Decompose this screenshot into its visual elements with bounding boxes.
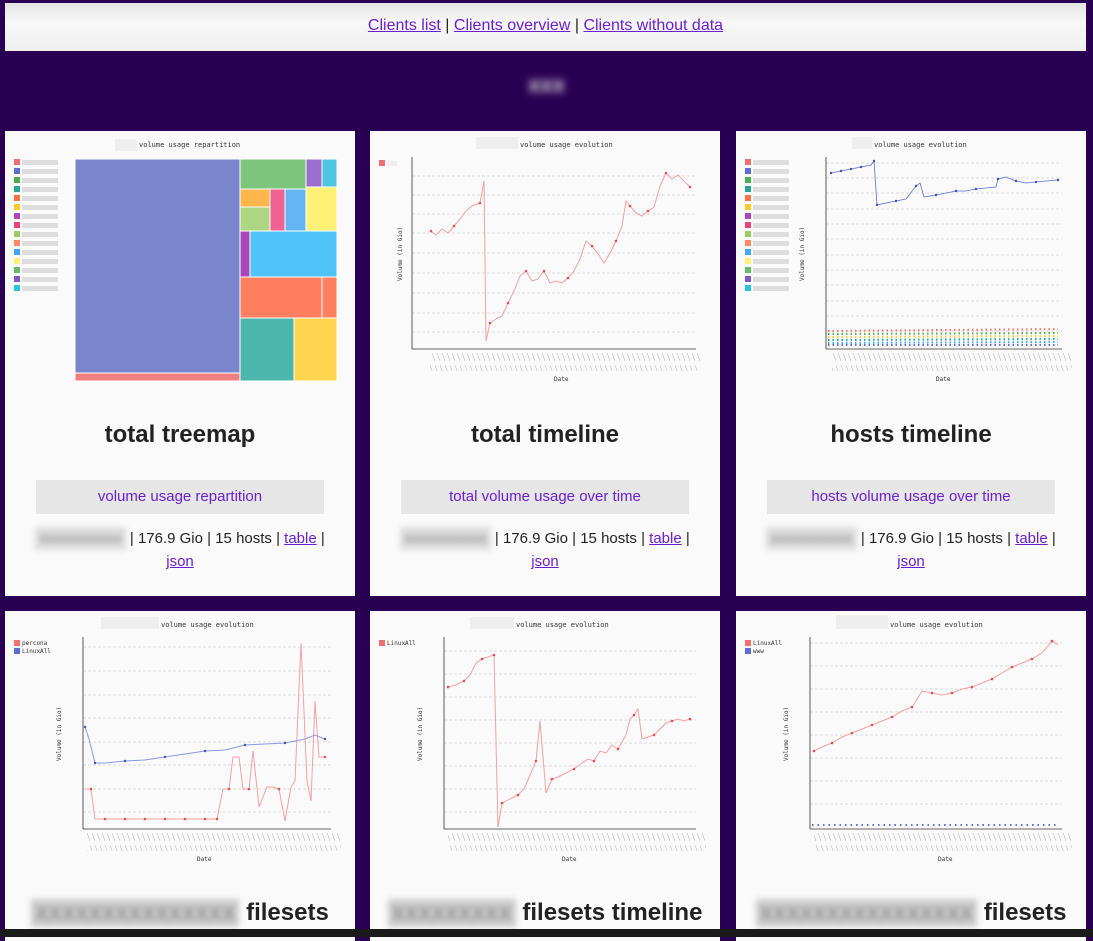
card-title: total treemap — [104, 421, 256, 448]
card-total-timeline: volume usage evolution Volume (in Gio) — [370, 131, 720, 596]
treemap-blocks — [74, 158, 338, 382]
y-axis-label: Volume (in Gio) — [417, 707, 424, 761]
top-navigation: Clients list | Clients overview | Client… — [5, 3, 1086, 51]
clients-overview-link[interactable]: Clients overview — [453, 17, 571, 34]
volume-value: 176.9 Gio — [868, 530, 934, 547]
card-filesets-timeline: volume usage evolution LinuxAll Volume (… — [370, 611, 720, 941]
blurred-client-id: xxxxxxxxxxx — [766, 527, 857, 550]
filesets-graph[interactable]: volume usage evolution percona LinuxAll — [5, 611, 355, 867]
legend-swatch — [379, 160, 385, 166]
y-axis-label: Volume (in Gio) — [799, 227, 806, 281]
graph-title: volume usage evolution — [516, 621, 609, 629]
volume-value: 176.9 Gio — [137, 530, 203, 547]
hosts-timeline-graph[interactable]: volume usage evolution — [736, 131, 1086, 387]
legend-label: percona — [22, 640, 48, 647]
x-axis-label: Date — [554, 376, 569, 383]
card-title-text: filesets — [246, 899, 329, 926]
nav-separator: | — [445, 17, 450, 34]
card-description[interactable]: volume usage repartition — [36, 480, 324, 514]
graph-title: volume usage evolution — [161, 621, 254, 629]
card-title-text: filesets timeline — [522, 899, 703, 926]
y-axis-label: Volume (in Gio) — [783, 707, 790, 761]
card-total-treemap: volume usage repartition — [5, 131, 355, 596]
card-title-text: filesets — [983, 899, 1067, 926]
blurred-client-id: xxxxxxxxxxxxxxx — [31, 899, 240, 927]
table-link[interactable]: table — [649, 530, 682, 547]
hosts-count: 15 hosts — [946, 530, 1003, 547]
card-title: xxxxxxxxxxxxxxx filesets — [5, 899, 355, 927]
total-timeline-graph[interactable]: volume usage evolution Volume (in Gio) — [370, 131, 720, 387]
x-axis-label: Date — [936, 376, 951, 383]
graph-title: volume usage evolution — [874, 141, 967, 149]
card-filesets-b: volume usage evolution LinuxAll www Volu — [736, 611, 1086, 941]
y-axis-label: Volume (in Gio) — [397, 227, 404, 281]
card-meta: xxxxxxxxxxx | 176.9 Gio | 15 hosts | tab… — [370, 527, 720, 573]
card-meta: xxxxxxxxxxx | 176.9 Gio | 15 hosts | tab… — [5, 527, 355, 573]
y-axis-label: Volume (in Gio) — [56, 707, 63, 761]
table-link[interactable]: table — [284, 530, 317, 547]
blurred-client-id: xxxxxxxxx — [387, 899, 516, 927]
blurred-client-id: xxxxxxxxxxx — [35, 527, 126, 550]
blurred-client-id: xxxxxxxxxxxxxxxx — [755, 899, 978, 927]
legend-label: LinuxAll — [22, 648, 51, 655]
json-link[interactable]: json — [531, 553, 559, 570]
hosts-count: 15 hosts — [580, 530, 637, 547]
json-link[interactable]: json — [166, 553, 194, 570]
graph-title: volume usage evolution — [890, 621, 983, 629]
legend — [745, 159, 789, 291]
filesets-graph[interactable]: volume usage evolution LinuxAll www Volu — [736, 611, 1086, 867]
card-title: xxxxxxxxxxxxxxxx filesets — [736, 899, 1086, 927]
clients-without-data-link[interactable]: Clients without data — [583, 17, 724, 34]
graph-title: volume usage repartition — [139, 141, 240, 149]
card-hosts-timeline: volume usage evolution — [736, 131, 1086, 596]
card-description[interactable]: hosts volume usage over time — [767, 480, 1055, 514]
x-axis-label: Date — [562, 856, 577, 863]
hosts-count: 15 hosts — [215, 530, 272, 547]
card-description[interactable]: total volume usage over time — [401, 480, 689, 514]
nav-separator: | — [574, 17, 579, 34]
bottom-bar — [0, 929, 1093, 937]
x-axis-label: Date — [197, 856, 212, 863]
card-title: xxxxxxxxx filesets timeline — [370, 899, 720, 927]
client-name-heading: xxx — [528, 72, 565, 97]
legend-label: LinuxAll — [387, 640, 416, 647]
volume-value: 176.9 Gio — [502, 530, 568, 547]
card-meta: xxxxxxxxxxx | 176.9 Gio | 15 hosts | tab… — [736, 527, 1086, 573]
blurred-client-id: xxxxxxxxxxx — [400, 527, 491, 550]
x-axis-label: Date — [938, 856, 953, 863]
treemap-graph[interactable]: volume usage repartition — [5, 131, 355, 387]
clients-list-link[interactable]: Clients list — [367, 17, 441, 34]
legend-label: LinuxAll — [753, 640, 782, 647]
card-title: hosts timeline — [830, 421, 992, 448]
json-link[interactable]: json — [897, 553, 925, 570]
legend-label: www — [753, 648, 764, 655]
card-filesets-a: volume usage evolution percona LinuxAll — [5, 611, 355, 941]
legend — [14, 159, 58, 291]
graph-title: volume usage evolution — [520, 141, 613, 149]
card-title: total timeline — [470, 421, 620, 448]
table-link[interactable]: table — [1015, 530, 1048, 547]
filesets-timeline-graph[interactable]: volume usage evolution LinuxAll Volume (… — [370, 611, 720, 867]
